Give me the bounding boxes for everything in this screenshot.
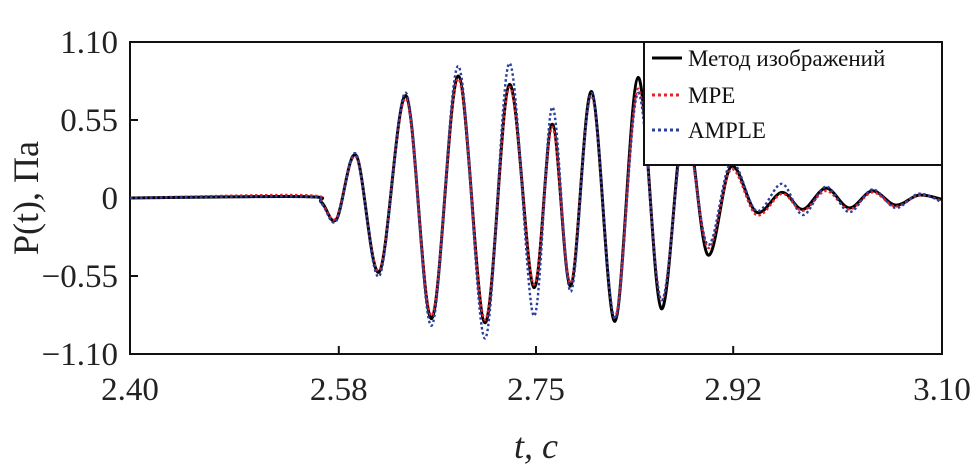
y-tick-label-2: 0 [102, 181, 119, 217]
x-tick-label-3: 2.92 [704, 372, 762, 408]
y-tick-label-0: 1.10 [60, 25, 118, 61]
x-tick-label-4: 3.10 [913, 372, 971, 408]
y-tick-label-4: −1.10 [42, 337, 118, 373]
y-axis-title: P(t), Па [6, 141, 46, 255]
legend-box [643, 41, 943, 166]
x-ticks: 2.40 2.58 2.75 2.92 3.10 [101, 346, 971, 408]
y-tick-label-3: −0.55 [42, 259, 118, 295]
series-line-0 [129, 74, 943, 325]
legend-label-2: AMPLE [688, 118, 766, 143]
y-ticks: 1.10 0.55 0 −0.55 −1.10 [42, 25, 138, 373]
legend-label-0: Метод изображений [688, 46, 885, 71]
x-tick-label-1: 2.58 [310, 372, 368, 408]
series-line-2 [129, 62, 943, 340]
x-tick-label-2: 2.75 [507, 372, 565, 408]
series-layer [129, 62, 943, 340]
series-line-1 [129, 77, 943, 322]
x-tick-label-0: 2.40 [101, 372, 159, 408]
x-axis-title: t, с [514, 426, 558, 466]
plot-area: 2.40 2.58 2.75 2.92 3.10 1.10 0.55 0 −0.55 −1.10 [42, 25, 971, 408]
y-tick-label-1: 0.55 [60, 103, 118, 139]
legend: Метод изображений MPE AMPLE [643, 41, 943, 166]
legend-label-1: MPE [688, 83, 735, 108]
